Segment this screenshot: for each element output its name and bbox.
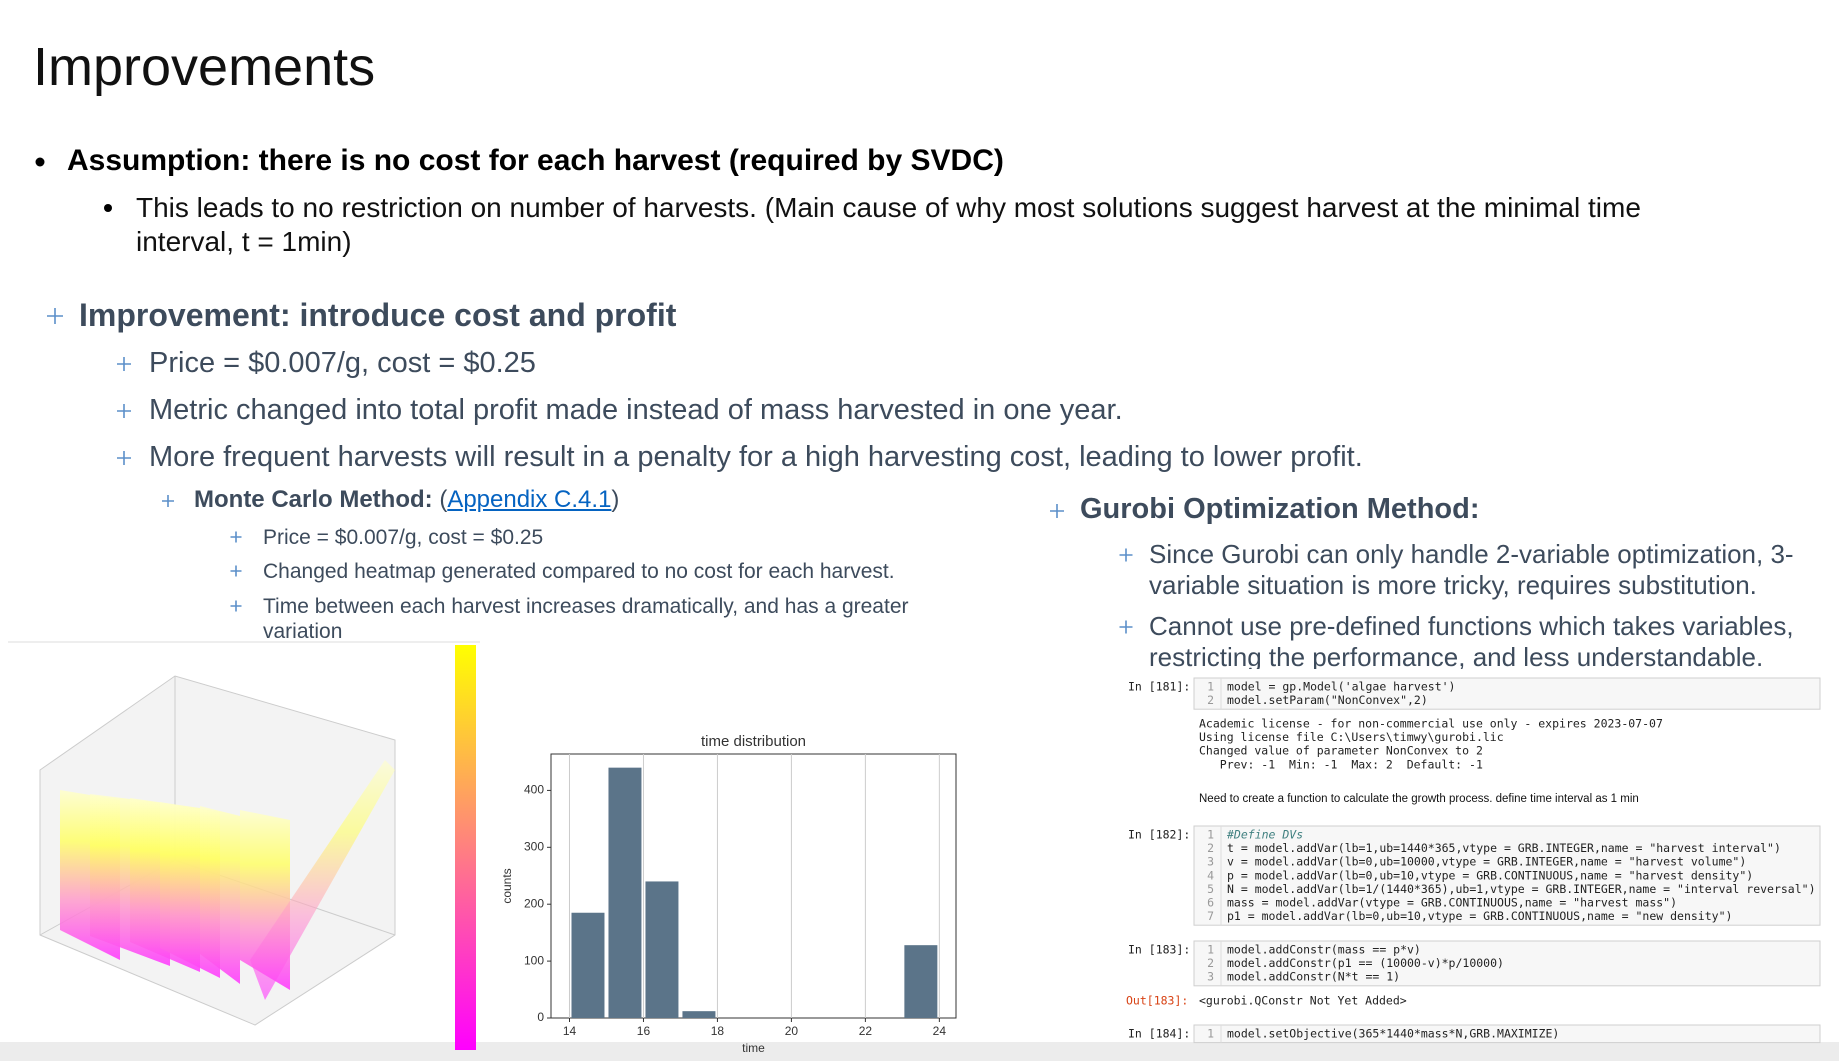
chart-title: time distribution [701, 733, 806, 750]
bar [904, 945, 938, 1018]
plus-marker [117, 357, 131, 371]
line-number: 3 [1207, 855, 1214, 869]
sub-item: Since Gurobi can only handle 2-variable … [1149, 539, 1794, 600]
code-line: mass = model.addVar(vtype = GRB.CONTINUO… [1227, 896, 1677, 910]
x-tick-label: 24 [933, 1024, 947, 1038]
sub-item: Price = $0.007/g, cost = $0.25 [263, 526, 544, 549]
x-tick-label: 14 [563, 1024, 577, 1038]
sub-item: Metric changed into total profit made in… [149, 394, 1123, 426]
line-number: 7 [1207, 909, 1214, 923]
code-line: N = model.addVar(lb=1/(1440*365),ub=1,vt… [1227, 882, 1816, 896]
markdown-text: Need to create a function to calculate t… [1199, 793, 1639, 805]
line-number: 1 [1207, 680, 1214, 694]
code-line: model.addConstr(mass == p*v) [1227, 943, 1421, 957]
y-tick-label: 100 [524, 953, 544, 967]
plus-marker [230, 565, 242, 577]
y-tick-label: 0 [537, 1010, 544, 1024]
bottom-bar [0, 1042, 1839, 1061]
code-line: model = gp.Model('algae harvest') [1227, 680, 1455, 694]
out-prompt: Out[183]: [1126, 993, 1188, 1007]
code-line: v = model.addVar(lb=0,ub=10000,vtype = G… [1227, 855, 1746, 869]
line-number: 2 [1207, 956, 1214, 970]
code-line: #Define DVs [1226, 828, 1303, 842]
slide-title: Improvements [33, 37, 376, 97]
y-tick-label: 300 [524, 839, 544, 853]
cell-prompt: In [183]: [1128, 943, 1190, 957]
code-line: model.addConstr(N*t == 1) [1227, 970, 1400, 984]
code-line: p1 = model.addVar(lb=0,ub=10,vtype = GRB… [1227, 909, 1732, 923]
x-tick-label: 20 [785, 1024, 799, 1038]
bar [645, 881, 679, 1018]
line-number: 1 [1207, 943, 1214, 957]
x-axis-label: time [742, 1041, 765, 1055]
sub-item: Time between each harvest increases dram… [263, 595, 909, 643]
sub-item: Changed heatmap generated compared to no… [263, 560, 895, 583]
y-tick-label: 200 [524, 896, 544, 910]
plus-marker [230, 600, 242, 612]
output-line: Academic license - for non-commercial us… [1199, 717, 1663, 731]
line-number: 6 [1207, 896, 1214, 910]
paren: ) [611, 486, 620, 513]
bullet: Assumption: there is no cost for each ha… [67, 144, 1004, 177]
sub-item: Price = $0.007/g, cost = $0.25 [149, 347, 536, 379]
plus-marker [117, 451, 131, 465]
plus-marker [162, 495, 174, 507]
code-line: model.setObjective(365*1440*mass*N,GRB.M… [1227, 1027, 1559, 1041]
code-line: t = model.addVar(lb=1,ub=1440*365,vtype … [1227, 841, 1781, 855]
code-line: model.addConstr(p1 == (10000-v)*p/10000) [1227, 956, 1504, 970]
gurobi-heading: Gurobi Optimization Method: [1080, 493, 1480, 525]
colorbar [455, 645, 476, 1050]
line-number: 1 [1207, 828, 1214, 842]
x-tick-label: 22 [859, 1024, 873, 1038]
line-number: 4 [1207, 868, 1214, 882]
cell-prompt: In [181]: [1128, 680, 1190, 694]
y-axis-label: counts [500, 868, 514, 903]
plus-marker [1119, 620, 1133, 634]
bullet-dot [104, 204, 112, 212]
cell-prompt: In [182]: [1128, 828, 1190, 842]
code-line: model.setParam("NonConvex",2) [1227, 693, 1428, 707]
surface-sheet [250, 760, 395, 1000]
line-number: 2 [1207, 841, 1214, 855]
plus-marker [230, 531, 242, 543]
plus-marker [1050, 504, 1064, 518]
appendix-link[interactable]: Appendix C.4.1 [447, 486, 612, 513]
plus-marker [117, 404, 131, 418]
code-cell [1193, 1024, 1821, 1044]
line-number: 2 [1207, 693, 1214, 707]
line-number: 5 [1207, 882, 1214, 896]
plus-marker [47, 308, 63, 324]
bullet-dot [35, 157, 45, 167]
line-number: 1 [1207, 1027, 1214, 1041]
output-line: Changed value of parameter NonConvex to … [1199, 744, 1483, 758]
x-tick-label: 16 [637, 1024, 651, 1038]
label: Monte Carlo Method: [194, 486, 433, 513]
bar [608, 767, 642, 1018]
cell-prompt: In [184]: [1128, 1027, 1190, 1041]
output-line: Using license file C:\Users\timwy\gurobi… [1199, 730, 1504, 744]
bar [571, 912, 605, 1018]
output-line: <gurobi.QConstr Not Yet Added> [1199, 993, 1407, 1007]
bar [682, 1011, 716, 1018]
paren: ( [439, 486, 448, 513]
plus-marker [1119, 548, 1133, 562]
sub-bullet: This leads to no restriction on number o… [136, 192, 1641, 257]
code-cell [1193, 825, 1821, 926]
sub-item: More frequent harvests will result in a … [149, 441, 1363, 473]
y-tick-label: 400 [524, 783, 544, 797]
code-cell [1193, 677, 1821, 710]
x-tick-label: 18 [711, 1024, 725, 1038]
sub-item: Cannot use pre-defined functions which t… [1149, 611, 1794, 672]
output-line: Prev: -1 Min: -1 Max: 2 Default: -1 [1199, 757, 1483, 771]
heading: Improvement: introduce cost and profit [79, 297, 677, 333]
surface-sheet [200, 806, 240, 984]
code-line: p = model.addVar(lb=0,ub=10,vtype = GRB.… [1227, 868, 1753, 882]
code-cell [1193, 940, 1821, 987]
line-number: 3 [1207, 970, 1214, 984]
monte-carlo-heading: Monte Carlo Method: (Appendix C.4.1) [194, 486, 619, 514]
